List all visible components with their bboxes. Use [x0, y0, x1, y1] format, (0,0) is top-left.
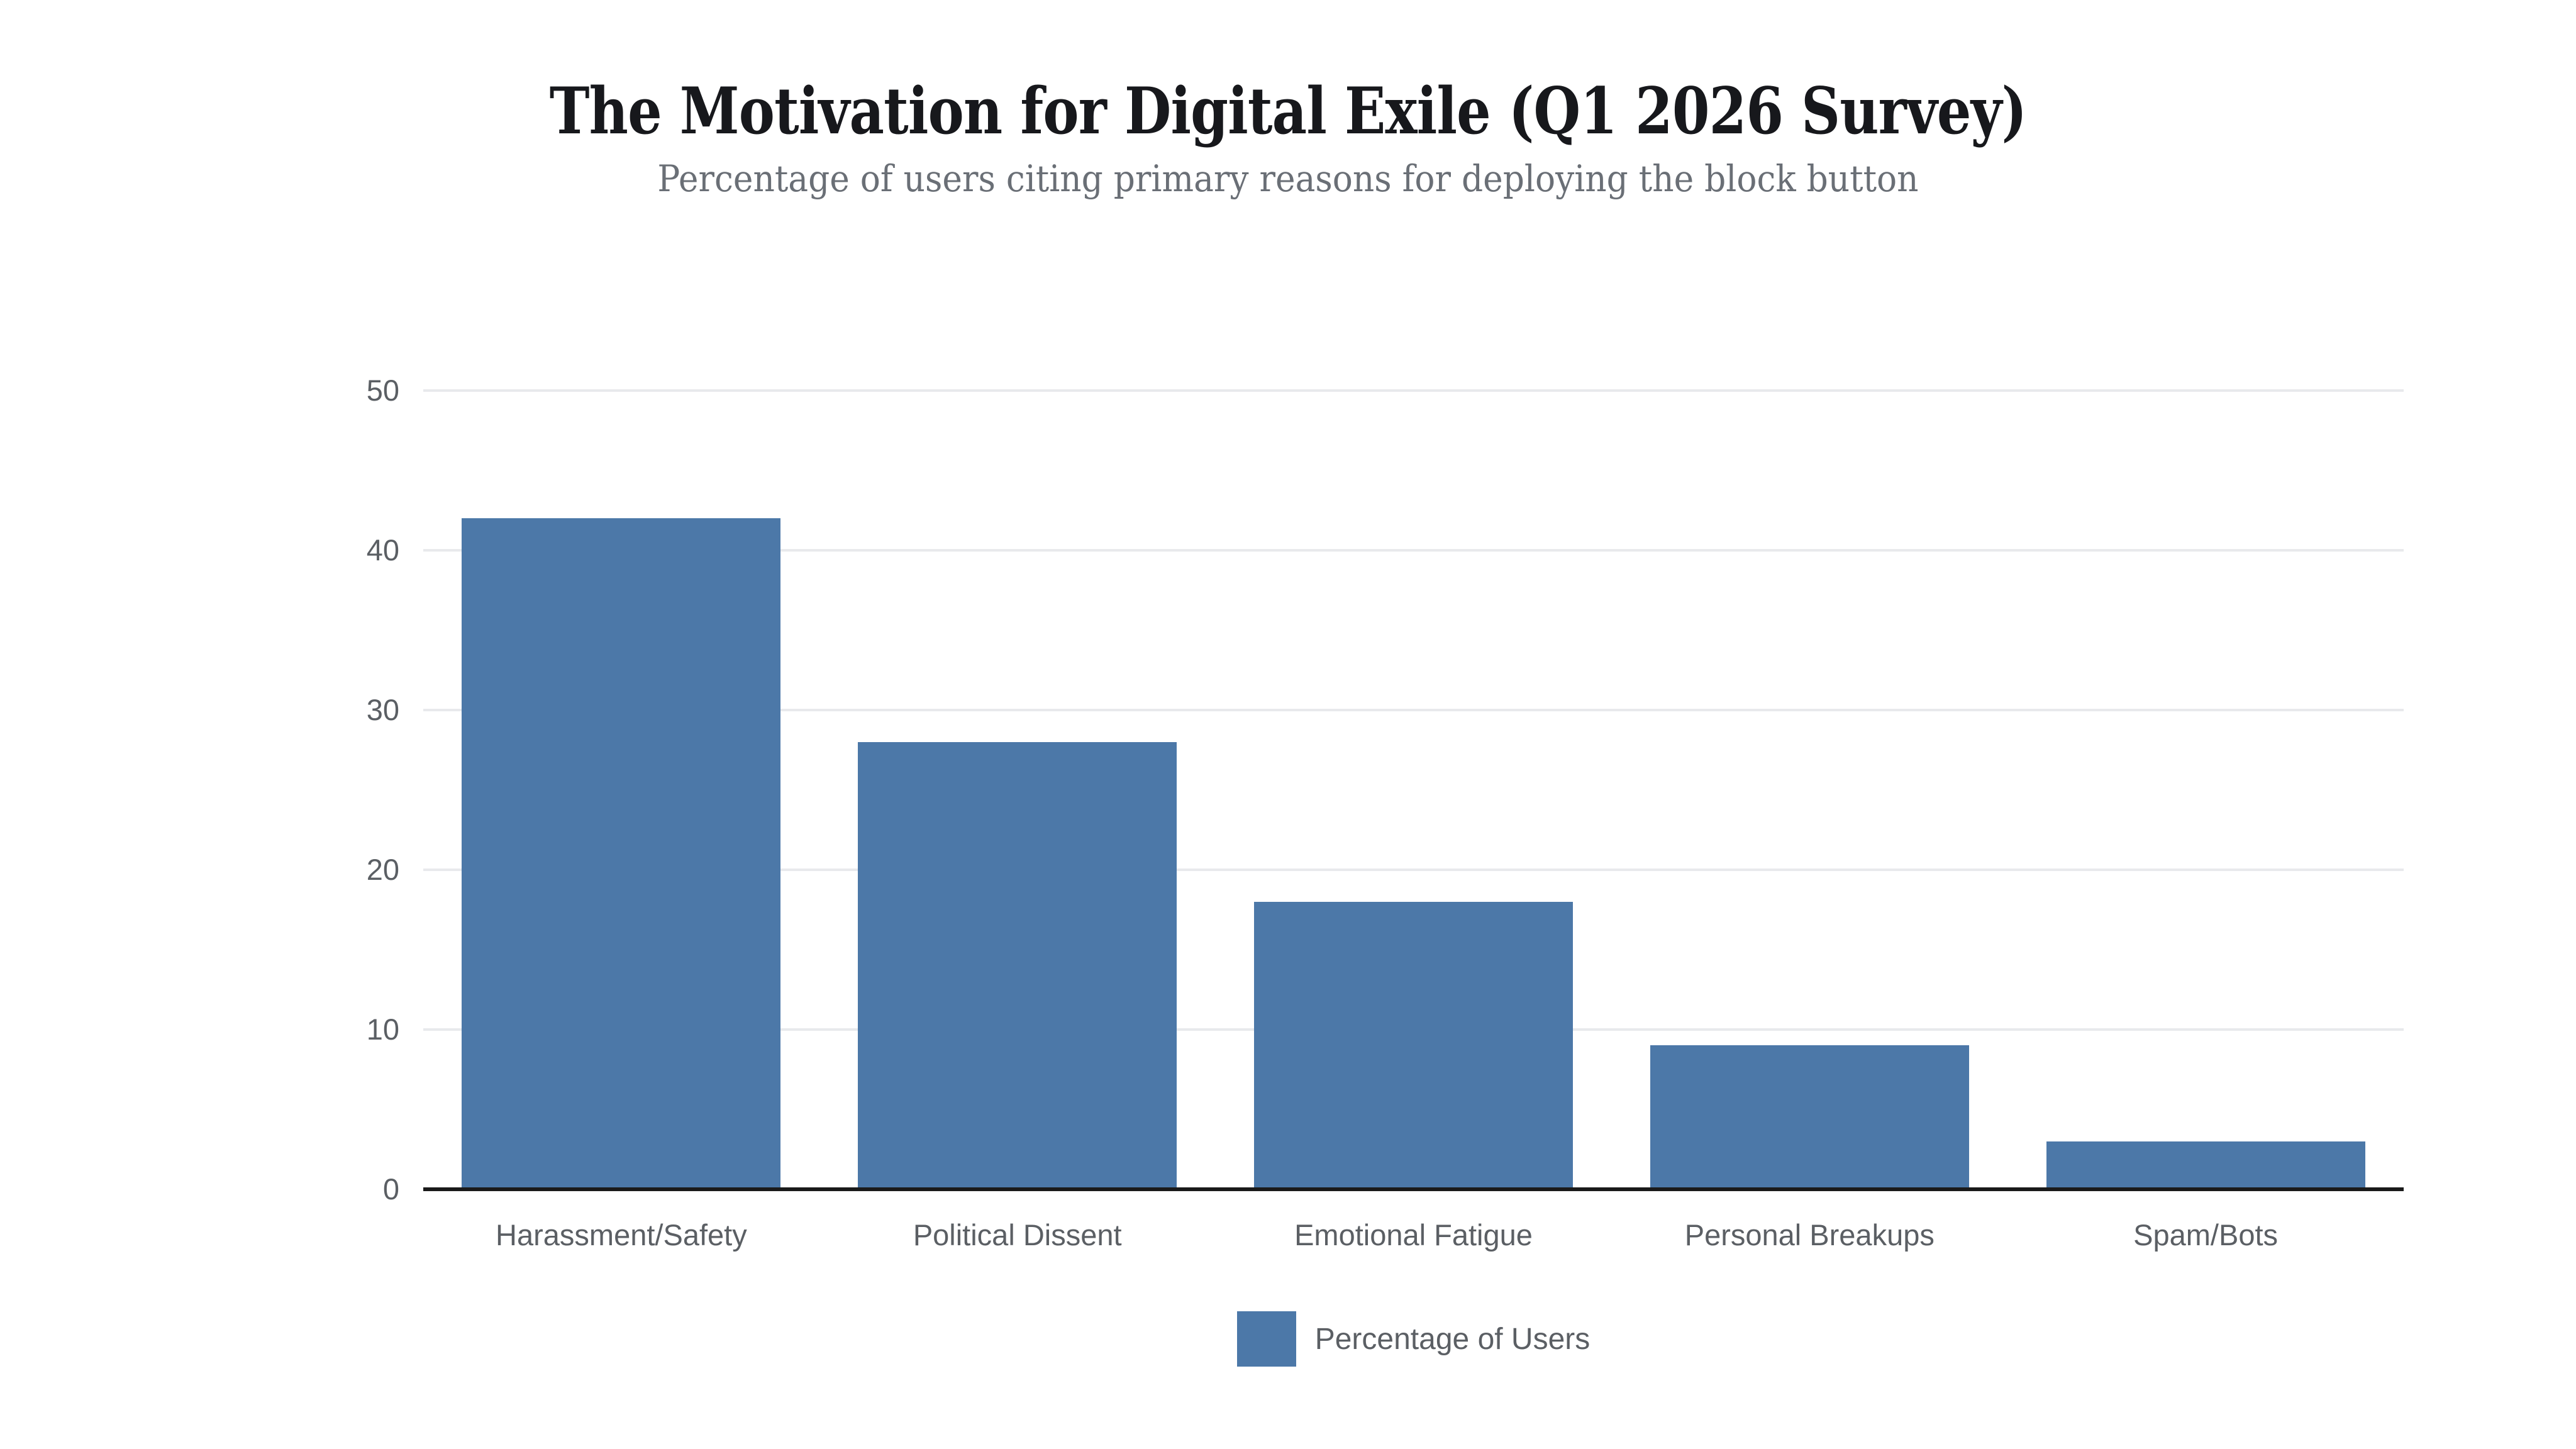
plot-area: 0 10 20 30 40 50 Harassment/Safety Political Di…: [367, 374, 2404, 1252]
y-tick-label-20: 20: [366, 853, 399, 886]
bar-spam-bots: [2046, 1141, 2365, 1189]
gridline-y-50: [423, 389, 2404, 392]
x-tick-label-personal-breakups: Personal Breakups: [1684, 1218, 1935, 1252]
y-tick-label-30: 30: [366, 693, 399, 726]
chart-subtitle: Percentage of users citing primary reaso…: [657, 157, 1919, 201]
bar-personal-breakups: [1650, 1045, 1969, 1189]
x-tick-label-emotional-fatigue: Emotional Fatigue: [1294, 1218, 1533, 1252]
y-tick-label-0: 0: [382, 1172, 399, 1206]
chart-header: The Motivation for Digital Exile (Q1 202…: [0, 74, 2576, 201]
bar-harassment-safety: [462, 518, 781, 1189]
x-tick-label-spam-bots: Spam/Bots: [2133, 1218, 2279, 1252]
x-tick-label-harassment-safety: Harassment/Safety: [496, 1218, 747, 1252]
bar-emotional-fatigue: [1254, 901, 1573, 1189]
gridline-y-40: [423, 549, 2404, 552]
legend-swatch-icon: [1236, 1311, 1296, 1367]
x-axis-domain-line: [423, 1187, 2404, 1191]
y-tick-label-40: 40: [366, 533, 399, 567]
bar-political-dissent: [858, 741, 1177, 1189]
y-tick-label-50: 50: [366, 374, 399, 407]
gridline-y-20: [423, 869, 2404, 871]
x-tick-label-political-dissent: Political Dissent: [913, 1218, 1122, 1252]
legend: Percentage of Users: [423, 1310, 2404, 1368]
legend-label: Percentage of Users: [1314, 1322, 1591, 1356]
chart-title: The Motivation for Digital Exile (Q1 202…: [549, 74, 2027, 149]
gridline-y-30: [423, 709, 2404, 711]
y-tick-label-10: 10: [366, 1013, 399, 1046]
